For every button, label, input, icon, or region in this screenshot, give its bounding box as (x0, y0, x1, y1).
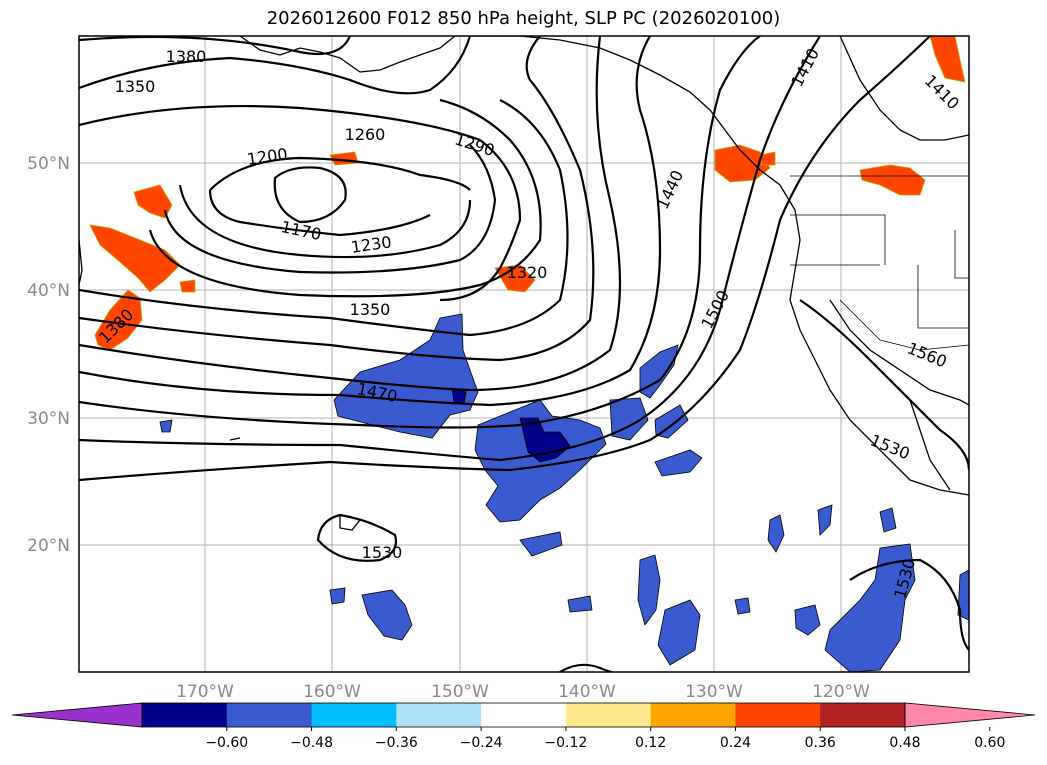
contour-label: 1350 (350, 300, 391, 319)
colorbar-tick-label: 0.60 (974, 735, 1005, 751)
contour-label: 1530 (362, 543, 403, 562)
colorbar-segment (142, 703, 228, 727)
colorbar-segment (565, 703, 652, 727)
latitude-labels: 50°N 40°N 30°N 20°N (27, 154, 70, 556)
colorbar-segment (481, 703, 567, 727)
contour-label: 1380 (166, 47, 207, 66)
colorbar-segment (820, 703, 906, 727)
lon-label: 120°W (812, 682, 870, 702)
colorbar: −0.60 −0.48 −0.36 −0.24 −0.12 0.12 0.24 0.36 0.4… (11, 702, 1036, 751)
colorbar-segment (311, 703, 397, 727)
colorbar-tick-label: 0.24 (720, 735, 751, 751)
height-contours (79, 36, 969, 672)
lat-label: 50°N (27, 154, 70, 174)
lon-label: 130°W (685, 682, 743, 702)
lat-label: 40°N (27, 281, 70, 301)
colorbar-tick-label: 0.12 (635, 735, 666, 751)
colorbar-tick-label: 0.36 (805, 735, 836, 751)
map-title: 2026012600 F012 850 hPa height, SLP PC (… (266, 8, 781, 29)
colorbar-segment (226, 703, 313, 727)
lon-label: 140°W (558, 682, 616, 702)
map-frame (78, 35, 970, 673)
colorbar-extension-high (904, 702, 1036, 728)
contour-label: 1320 (507, 263, 548, 282)
colorbar-segment (650, 703, 736, 727)
lat-label: 30°N (27, 409, 70, 429)
lon-label: 170°W (176, 682, 234, 702)
lon-label: 150°W (431, 682, 489, 702)
colorbar-outline (141, 702, 906, 728)
colorbar-extension-low (11, 702, 143, 728)
colorbar-tick-label: −0.48 (290, 735, 333, 751)
lat-label: 20°N (27, 536, 70, 556)
map-area (79, 36, 969, 672)
colorbar-tick-label: −0.24 (460, 735, 503, 751)
colorbar-tick-label: −0.12 (544, 735, 587, 751)
colorbar-segment (735, 703, 821, 727)
colorbar-tick-label: −0.60 (205, 735, 248, 751)
colorbar-tick-label: 0.48 (889, 735, 920, 751)
colorbar-tick-label: −0.36 (375, 735, 418, 751)
lon-label: 160°W (303, 682, 361, 702)
coastlines (79, 36, 969, 531)
longitude-labels: 170°W 160°W 150°W 140°W 130°W 120°W (176, 682, 870, 702)
colorbar-segment (396, 703, 482, 727)
political-borders (790, 175, 969, 351)
contour-label: 1260 (345, 125, 386, 144)
contour-label: 1350 (115, 77, 156, 96)
